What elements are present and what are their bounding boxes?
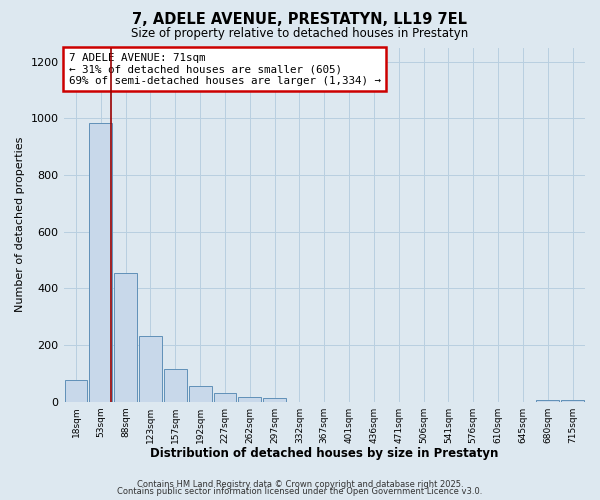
Bar bbox=[214, 393, 236, 402]
Bar bbox=[561, 400, 584, 402]
Bar bbox=[164, 369, 187, 402]
Bar bbox=[139, 336, 162, 402]
Text: Contains HM Land Registry data © Crown copyright and database right 2025.: Contains HM Land Registry data © Crown c… bbox=[137, 480, 463, 489]
Bar bbox=[65, 380, 88, 402]
Text: 7 ADELE AVENUE: 71sqm
← 31% of detached houses are smaller (605)
69% of semi-det: 7 ADELE AVENUE: 71sqm ← 31% of detached … bbox=[69, 53, 381, 86]
Bar bbox=[114, 272, 137, 402]
Bar bbox=[188, 386, 212, 402]
Text: Size of property relative to detached houses in Prestatyn: Size of property relative to detached ho… bbox=[131, 28, 469, 40]
Bar bbox=[536, 400, 559, 402]
Text: 7, ADELE AVENUE, PRESTATYN, LL19 7EL: 7, ADELE AVENUE, PRESTATYN, LL19 7EL bbox=[133, 12, 467, 28]
Text: Contains public sector information licensed under the Open Government Licence v3: Contains public sector information licen… bbox=[118, 488, 482, 496]
X-axis label: Distribution of detached houses by size in Prestatyn: Distribution of detached houses by size … bbox=[150, 447, 499, 460]
Bar bbox=[89, 122, 112, 402]
Y-axis label: Number of detached properties: Number of detached properties bbox=[15, 137, 25, 312]
Bar bbox=[263, 398, 286, 402]
Bar bbox=[238, 398, 261, 402]
